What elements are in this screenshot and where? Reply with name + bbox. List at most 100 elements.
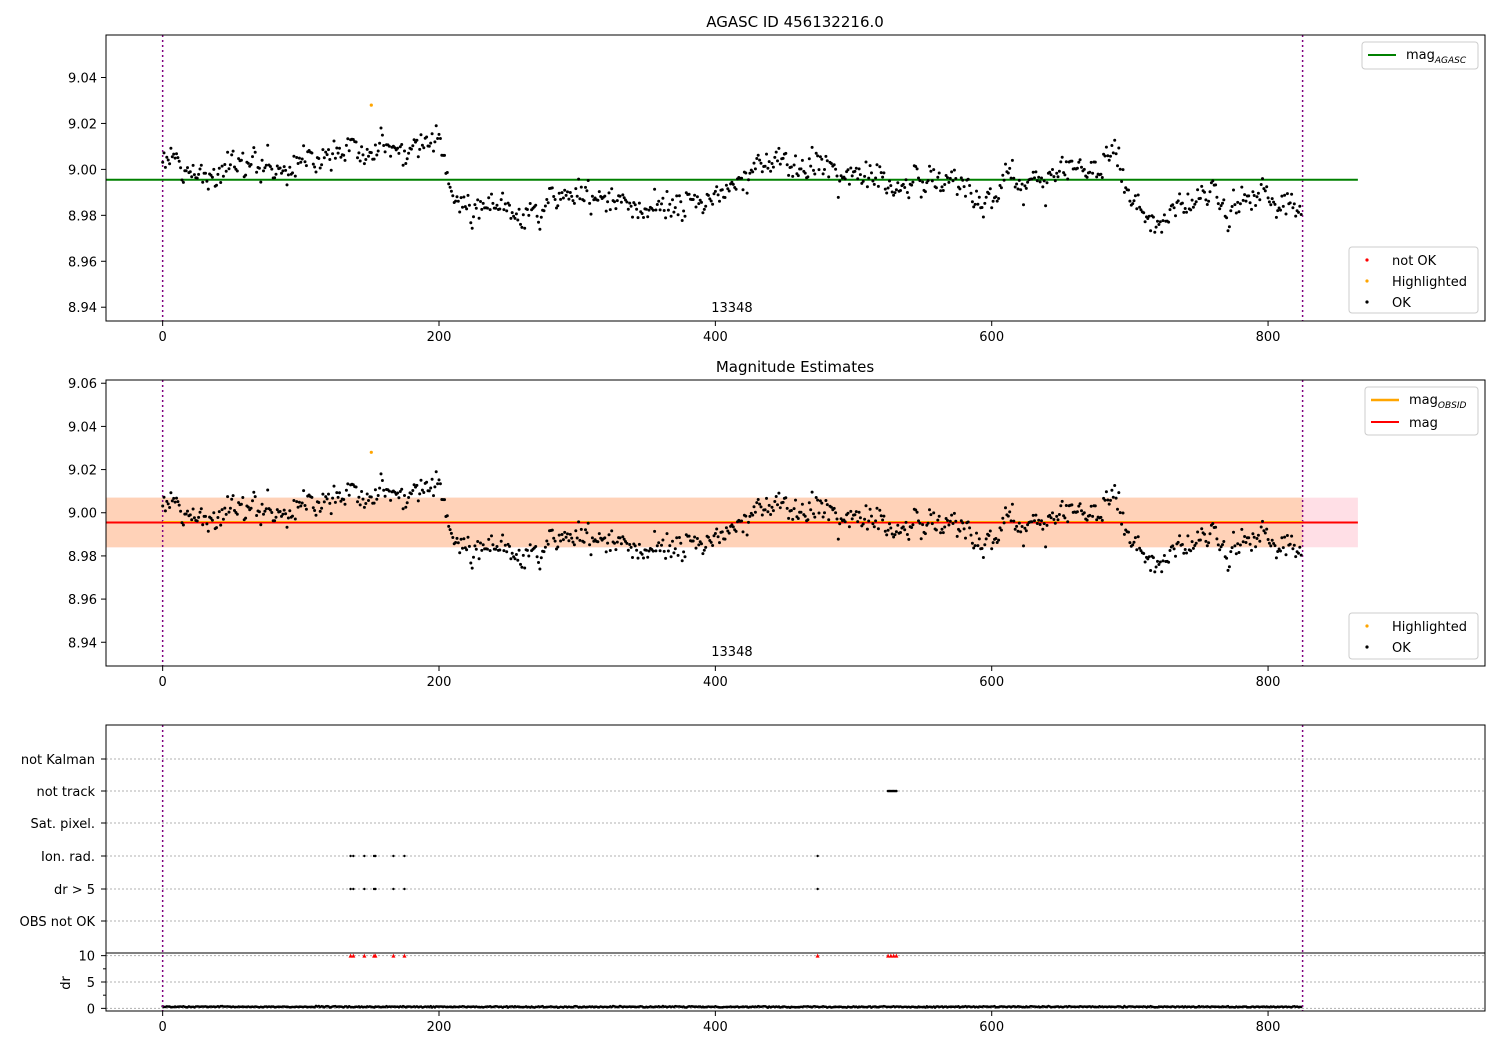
ok-point <box>832 163 836 167</box>
ok-point <box>789 165 793 169</box>
ok-point <box>1004 162 1007 166</box>
legend-label-not-ok: not OK <box>1392 254 1437 269</box>
ok-point <box>604 550 608 554</box>
ok-point <box>1070 503 1074 507</box>
ok-point <box>1004 506 1007 510</box>
ok-point <box>977 537 981 541</box>
ok-point <box>597 532 601 536</box>
ok-point <box>1015 182 1019 186</box>
ok-point <box>834 511 838 515</box>
ok-point <box>1030 177 1034 181</box>
ok-point <box>1001 173 1005 177</box>
x-tick-label: 600 <box>979 1020 1004 1035</box>
ok-point <box>1063 516 1067 520</box>
ok-point <box>542 209 546 213</box>
ok-point <box>1237 551 1241 554</box>
ok-point <box>747 178 750 182</box>
ok-point <box>455 536 459 540</box>
ok-point <box>343 158 347 162</box>
ok-point <box>1167 560 1171 564</box>
ok-point <box>702 548 706 552</box>
flag-point-ion-rad <box>349 854 352 858</box>
ok-point <box>398 145 402 149</box>
ok-point <box>896 523 900 527</box>
ok-point <box>1244 199 1248 203</box>
ok-point <box>165 155 169 159</box>
ok-point <box>1080 165 1083 169</box>
ok-point <box>796 174 800 178</box>
ok-point <box>361 153 365 157</box>
ok-point <box>1292 202 1296 206</box>
ok-point <box>777 491 781 495</box>
x-tick-label: 400 <box>703 330 728 345</box>
ok-point <box>770 162 774 165</box>
dr-outlier-marker <box>402 953 407 958</box>
ok-point <box>904 178 908 182</box>
ok-point <box>820 501 824 505</box>
ok-point <box>480 548 484 552</box>
ok-point <box>448 185 452 189</box>
ok-point <box>988 529 992 533</box>
ok-point <box>553 539 557 543</box>
ok-point <box>1221 201 1224 205</box>
ok-point <box>1089 504 1093 508</box>
ok-point <box>947 180 951 184</box>
ok-point <box>1146 217 1150 220</box>
ok-point <box>197 515 201 519</box>
ok-point <box>237 157 241 161</box>
ok-point <box>814 496 818 499</box>
ok-point <box>292 154 296 158</box>
panel-flags: not Kalman not track Sat. pixel. Ion. rad. d… <box>20 724 1486 1035</box>
ok-point <box>715 185 719 189</box>
ok-point <box>813 172 817 176</box>
ok-point <box>1191 205 1195 209</box>
ok-point <box>1040 176 1043 180</box>
ok-point <box>619 200 623 204</box>
ok-point <box>669 214 673 218</box>
ok-point <box>1241 540 1245 544</box>
ok-point <box>567 197 571 201</box>
ok-point <box>1045 181 1049 185</box>
ok-point <box>1229 550 1233 554</box>
ok-point <box>1052 175 1056 179</box>
ok-point <box>1158 560 1162 564</box>
ok-point <box>636 556 640 560</box>
ok-point <box>1279 208 1282 212</box>
ok-point <box>668 544 672 548</box>
ok-point <box>835 517 839 521</box>
ok-point <box>270 511 274 514</box>
ok-point <box>731 525 735 529</box>
ok-point <box>1276 550 1280 553</box>
ok-point <box>675 536 679 540</box>
ok-point <box>575 536 579 540</box>
ok-point <box>726 187 730 191</box>
ok-point <box>885 533 889 537</box>
ok-point <box>1186 192 1190 196</box>
ok-point <box>1001 516 1005 520</box>
ok-point <box>1238 202 1242 206</box>
ok-point <box>832 506 836 510</box>
ok-point <box>1104 145 1108 149</box>
ok-point <box>662 549 666 553</box>
ok-point <box>494 206 498 210</box>
ok-point <box>1153 230 1157 234</box>
ok-point <box>467 203 471 207</box>
ok-point <box>1207 541 1211 545</box>
ok-point <box>854 166 858 170</box>
ok-point <box>961 521 965 525</box>
ok-point <box>1198 538 1202 542</box>
ok-point <box>299 160 303 164</box>
ok-point <box>923 532 927 536</box>
ok-point <box>346 482 350 486</box>
ok-point <box>327 492 330 496</box>
ok-point <box>375 153 379 157</box>
ok-point <box>1133 194 1137 198</box>
ok-point <box>1066 177 1070 181</box>
ok-point <box>748 514 752 518</box>
ok-point <box>1280 536 1284 540</box>
ok-point <box>378 486 382 490</box>
ok-point <box>1138 205 1142 209</box>
ok-point <box>818 155 822 159</box>
ok-point <box>934 186 938 190</box>
ok-point <box>300 501 304 505</box>
